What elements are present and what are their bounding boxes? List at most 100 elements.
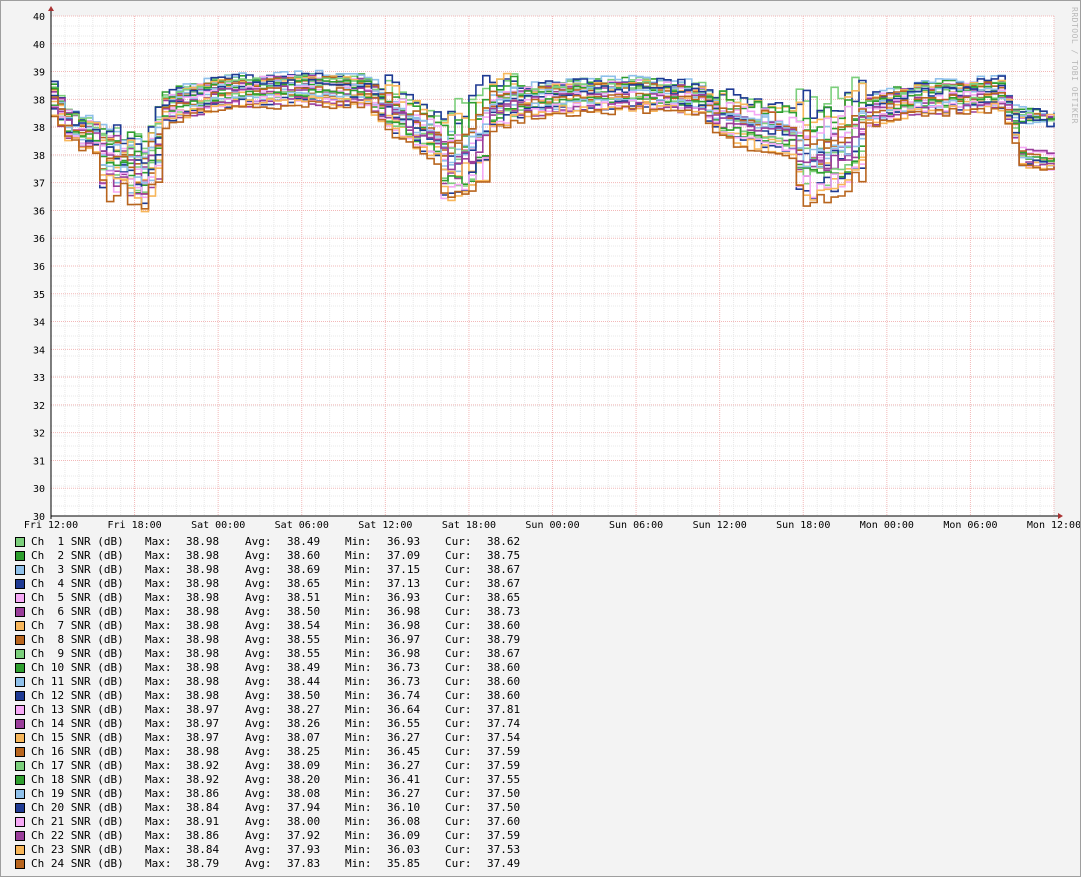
legend-cur-key: Cur: <box>445 731 472 744</box>
legend-min-value: 36.03 <box>387 843 421 856</box>
y-tick-label: 30 <box>33 484 45 495</box>
legend-series-name: Ch 20 SNR (dB) <box>31 801 124 814</box>
legend-cur-value: 37.74 <box>487 717 521 730</box>
legend-series-name: Ch 18 SNR (dB) <box>31 773 124 786</box>
legend-swatch <box>15 859 25 869</box>
legend-max-value: 38.98 <box>186 647 220 660</box>
y-tick-label: 35 <box>33 290 45 301</box>
legend-min-key: Min: <box>345 563 372 576</box>
legend-avg-value: 38.69 <box>287 563 321 576</box>
legend-row: Ch 10 SNR (dB) Max: 38.98 Avg: 38.49 Min: 36.7… <box>15 661 535 675</box>
legend-max-value: 38.98 <box>186 605 220 618</box>
legend-swatch <box>15 607 25 617</box>
legend-max-value: 38.79 <box>186 857 220 870</box>
x-tick-label: Mon 00:00 <box>860 520 914 531</box>
legend-swatch <box>15 747 25 757</box>
y-tick-label: 34 <box>33 345 45 356</box>
x-tick-label: Mon 06:00 <box>943 520 997 531</box>
legend-min-value: 35.85 <box>387 857 421 870</box>
legend-max-key: Max: <box>145 605 172 618</box>
legend-swatch <box>15 677 25 687</box>
legend-max-key: Max: <box>145 619 172 632</box>
legend-max-key: Max: <box>145 745 172 758</box>
legend-max-key: Max: <box>145 773 172 786</box>
legend-avg-key: Avg: <box>245 745 272 758</box>
legend-cur-value: 38.67 <box>487 647 521 660</box>
legend-max-value: 38.98 <box>186 689 220 702</box>
legend-avg-value: 38.60 <box>287 549 321 562</box>
legend-max-key: Max: <box>145 857 172 870</box>
legend-swatch <box>15 761 25 771</box>
legend-cur-key: Cur: <box>445 535 472 548</box>
legend-min-key: Min: <box>345 703 372 716</box>
legend-min-key: Min: <box>345 549 372 562</box>
legend-cur-key: Cur: <box>445 605 472 618</box>
legend-max-value: 38.91 <box>186 815 220 828</box>
legend-swatch <box>15 719 25 729</box>
legend-cur-key: Cur: <box>445 549 472 562</box>
legend-min-value: 36.98 <box>387 647 421 660</box>
legend-min-key: Min: <box>345 843 372 856</box>
legend-avg-key: Avg: <box>245 689 272 702</box>
legend-cur-key: Cur: <box>445 661 472 674</box>
legend-cur-value: 37.54 <box>487 731 521 744</box>
legend-max-value: 38.98 <box>186 577 220 590</box>
series-line <box>51 72 1055 165</box>
legend-avg-value: 37.83 <box>287 857 321 870</box>
legend-max-key: Max: <box>145 843 172 856</box>
legend-row: Ch 21 SNR (dB) Max: 38.91 Avg: 38.00 Min: 36.0… <box>15 815 535 829</box>
legend-row: Ch 18 SNR (dB) Max: 38.92 Avg: 38.20 Min: 36.4… <box>15 773 535 787</box>
legend-cur-value: 37.50 <box>487 787 521 800</box>
legend-cur-key: Cur: <box>445 787 472 800</box>
series-line <box>51 86 1055 195</box>
legend-max-key: Max: <box>145 549 172 562</box>
legend-cur-key: Cur: <box>445 717 472 730</box>
y-tick-label: 31 <box>33 456 45 467</box>
legend-max-key: Max: <box>145 759 172 772</box>
legend-avg-value: 38.51 <box>287 591 321 604</box>
legend-cur-value: 38.60 <box>487 689 521 702</box>
legend-avg-value: 38.27 <box>287 703 321 716</box>
legend-max-value: 38.97 <box>186 717 220 730</box>
x-tick-label: Sat 12:00 <box>358 520 412 531</box>
y-tick-label: 36 <box>33 262 45 273</box>
y-tick-label: 36 <box>33 234 45 245</box>
legend-min-key: Min: <box>345 829 372 842</box>
legend-cur-key: Cur: <box>445 689 472 702</box>
legend-cur-value: 38.62 <box>487 535 521 548</box>
y-tick-label: 39 <box>33 68 45 79</box>
legend-max-value: 38.98 <box>186 619 220 632</box>
legend-cur-value: 37.59 <box>487 829 521 842</box>
legend-cur-value: 38.65 <box>487 591 521 604</box>
legend-cur-key: Cur: <box>445 843 472 856</box>
legend-row: Ch 3 SNR (dB) Max: 38.98 Avg: 38.69 Min: 37.15… <box>15 563 535 577</box>
legend-row: Ch 20 SNR (dB) Max: 38.84 Avg: 37.94 Min: 36.1… <box>15 801 535 815</box>
legend-min-key: Min: <box>345 759 372 772</box>
legend-max-key: Max: <box>145 829 172 842</box>
legend-series-name: Ch 15 SNR (dB) <box>31 731 124 744</box>
legend-swatch <box>15 845 25 855</box>
legend-avg-value: 37.94 <box>287 801 321 814</box>
legend-avg-key: Avg: <box>245 829 272 842</box>
legend-max-key: Max: <box>145 591 172 604</box>
legend-max-value: 38.98 <box>186 661 220 674</box>
legend-max-key: Max: <box>145 787 172 800</box>
legend-min-value: 36.73 <box>387 661 421 674</box>
legend-cur-value: 38.60 <box>487 619 521 632</box>
legend-swatch <box>15 621 25 631</box>
legend-max-key: Max: <box>145 647 172 660</box>
x-tick-label: Sun 12:00 <box>693 520 747 531</box>
legend-row: Ch 9 SNR (dB) Max: 38.98 Avg: 38.55 Min: 36.98… <box>15 647 535 661</box>
legend-row: Ch 15 SNR (dB) Max: 38.97 Avg: 38.07 Min: 36.2… <box>15 731 535 745</box>
legend-min-value: 36.73 <box>387 675 421 688</box>
legend-cur-key: Cur: <box>445 619 472 632</box>
legend-cur-key: Cur: <box>445 633 472 646</box>
legend-avg-key: Avg: <box>245 633 272 646</box>
y-tick-label: 36 <box>33 206 45 217</box>
x-axis-arrow <box>1058 513 1063 519</box>
legend-series-name: Ch 4 SNR (dB) <box>31 577 124 590</box>
legend-series-name: Ch 17 SNR (dB) <box>31 759 124 772</box>
legend-avg-value: 38.49 <box>287 535 321 548</box>
legend-avg-value: 38.26 <box>287 717 321 730</box>
